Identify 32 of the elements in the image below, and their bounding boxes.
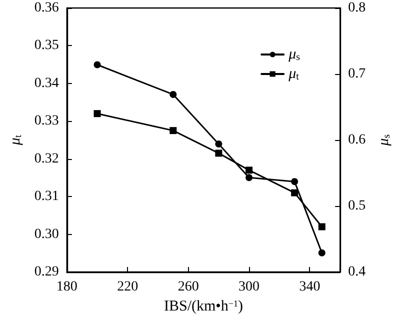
point (291, 189, 298, 196)
point (170, 127, 177, 134)
x-tick-label: 220 (117, 280, 138, 294)
point (215, 150, 222, 157)
y-tick-label: 0.31 (34, 189, 59, 204)
x-tick-label: 260 (178, 280, 199, 294)
point (318, 223, 326, 230)
y2-tick-label: 0.8 (348, 0, 366, 16)
y-tick-label: 0.34 (34, 76, 59, 91)
y2-tick-label: 0.4 (348, 264, 366, 280)
point (170, 90, 177, 98)
y2-axis-title: μs (376, 134, 392, 147)
y-tick-label: 0.36 (34, 0, 59, 16)
point (246, 166, 253, 174)
y-tick-label: 0.30 (34, 226, 59, 242)
y2-tick-label: 0.6 (348, 132, 366, 148)
point (94, 61, 101, 68)
y-tick-label: 0.32 (34, 151, 59, 166)
x-tick-label: 340 (299, 280, 320, 294)
point (94, 110, 101, 118)
y2-tick-label: 0.5 (348, 198, 366, 214)
point (318, 249, 326, 256)
y-tick-label: 0.35 (34, 38, 59, 54)
y-tick-label: 0.33 (34, 114, 59, 129)
x-tick-label: 300 (238, 280, 260, 294)
x-tick-label: 180 (56, 280, 78, 294)
y-tick-label: 0.29 (34, 264, 59, 280)
y-axis-title: μt (8, 134, 24, 146)
point (215, 140, 222, 148)
point (291, 178, 298, 186)
point (246, 174, 253, 182)
y2-tick-label: 0.7 (348, 66, 366, 82)
